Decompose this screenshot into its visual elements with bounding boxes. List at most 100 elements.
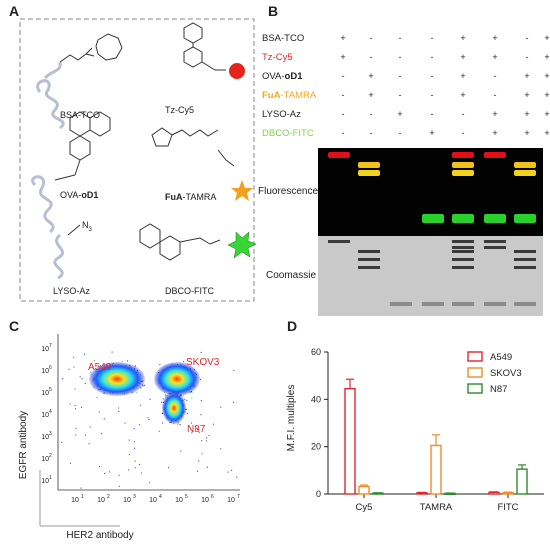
- condition-sign: +: [456, 71, 470, 81]
- flow-x-tick-exponent: 3: [133, 494, 136, 500]
- panel-a-label-ova-od1: OVA-oD1: [60, 190, 98, 200]
- flow-event-dot: [206, 437, 207, 438]
- flow-event-dot: [118, 408, 119, 409]
- flow-x-tick-exponent: 1: [81, 494, 84, 500]
- flow-event-dot: [104, 473, 105, 474]
- bar-skov3: [359, 486, 369, 494]
- flow-event-dot: [135, 467, 136, 468]
- bar-a549: [489, 492, 499, 494]
- flow-event-dot: [75, 408, 76, 409]
- gel-band: [358, 258, 380, 261]
- bar-category-label: FITC: [497, 502, 518, 513]
- condition-sign: +: [456, 33, 470, 43]
- flow-event-dot: [128, 470, 129, 471]
- flow-y-tick-label: 10: [41, 390, 49, 397]
- flow-y-axis-label: EGFR antibody: [18, 411, 29, 479]
- flow-event-dot: [236, 477, 237, 478]
- flow-event-dot: [135, 461, 136, 462]
- condition-sign: -: [456, 128, 470, 138]
- bar-chart-legend: A549 SKOV3 N87: [468, 352, 522, 395]
- condition-sign: -: [425, 52, 439, 62]
- flow-event-dot: [74, 367, 75, 368]
- condition-sign: -: [456, 109, 470, 119]
- flow-event-dot: [119, 475, 120, 476]
- flow-event-dot: [99, 411, 100, 412]
- gel-band: [514, 302, 536, 306]
- flow-x-tick-label: 10: [149, 497, 157, 504]
- tco-structure-icon: [60, 34, 122, 62]
- gel-band: [514, 214, 536, 223]
- condition-sign: -: [393, 128, 407, 138]
- flow-event-dot: [201, 400, 202, 401]
- flow-event-dot: [206, 441, 207, 442]
- panel-a-label-fua-tamra: FuA-TAMRA: [165, 192, 216, 202]
- condition-sign: +: [540, 109, 550, 119]
- flow-event-dot: [134, 428, 135, 429]
- condition-sign: -: [488, 90, 502, 100]
- dbco-fitc-structure-icon: [140, 224, 220, 260]
- flow-x-tick-exponent: 4: [159, 494, 162, 500]
- condition-sign: -: [425, 109, 439, 119]
- flow-event-dot: [134, 441, 135, 442]
- bar-chart-marks: [345, 379, 527, 494]
- gel-band: [514, 162, 536, 168]
- flow-event-dot: [139, 424, 140, 425]
- condition-sign: -: [425, 71, 439, 81]
- bar-category-label: Cy5: [356, 502, 373, 513]
- condition-sign: -: [393, 52, 407, 62]
- flow-event-dot: [162, 422, 163, 423]
- condition-sign: -: [393, 71, 407, 81]
- flow-event-dot: [136, 392, 137, 393]
- flow-y-tick-label: 10: [41, 346, 49, 353]
- flow-event-dot: [161, 402, 162, 403]
- flow-event-dot: [90, 426, 91, 427]
- gel-band: [390, 302, 412, 306]
- flow-event-dot: [149, 419, 150, 420]
- bar-y-tick-label: 0: [316, 489, 321, 499]
- condition-sign: +: [488, 109, 502, 119]
- flow-x-tick-label: 10: [175, 497, 183, 504]
- flow-y-tick-label: 10: [41, 368, 49, 375]
- flow-event-dot: [80, 376, 81, 377]
- flow-x-tick-exponent: 7: [237, 494, 240, 500]
- flow-event-dot: [75, 435, 76, 436]
- flow-x-tick-label: 10: [227, 497, 235, 504]
- flow-x-tick-exponent: 2: [107, 494, 110, 500]
- flow-event-dot: [99, 466, 100, 467]
- flow-event-dot: [127, 360, 128, 361]
- condition-sign: +: [540, 52, 550, 62]
- flow-event-dot: [180, 424, 181, 425]
- panel-a-label-dbco-fitc: DBCO-FITC: [165, 286, 214, 296]
- flow-event-dot: [81, 407, 82, 408]
- flow-event-dot: [70, 463, 71, 464]
- gel-band: [358, 170, 380, 176]
- gel-fluorescence-image: [318, 148, 543, 236]
- fitc-dye-icon: [228, 232, 256, 258]
- condition-sign: -: [364, 128, 378, 138]
- gel-band: [452, 258, 474, 261]
- legend-swatch: [468, 384, 482, 393]
- condition-sign: -: [488, 71, 502, 81]
- condition-sign: +: [488, 128, 502, 138]
- fua-tamra-structure-icon: [152, 128, 234, 166]
- condition-row-label: DBCO-FITC: [262, 128, 314, 139]
- condition-sign: -: [336, 109, 350, 119]
- flow-event-dot: [163, 398, 164, 399]
- flow-event-dot: [141, 473, 142, 474]
- flow-event-dot: [73, 357, 74, 358]
- flow-event-dot: [168, 467, 169, 468]
- flow-event-dot: [75, 389, 76, 390]
- condition-sign: +: [488, 33, 502, 43]
- condition-sign: +: [364, 71, 378, 81]
- gel-band: [358, 266, 380, 269]
- flow-event-dot: [140, 405, 141, 406]
- bar-a549: [417, 493, 427, 494]
- condition-sign: +: [520, 90, 534, 100]
- flow-x-tick-label: 10: [97, 497, 105, 504]
- condition-sign: -: [520, 33, 534, 43]
- flow-event-dot: [85, 435, 86, 436]
- flow-event-dot: [201, 440, 202, 441]
- bar-skov3: [503, 493, 513, 494]
- flow-y-tick-label: 10: [41, 478, 49, 485]
